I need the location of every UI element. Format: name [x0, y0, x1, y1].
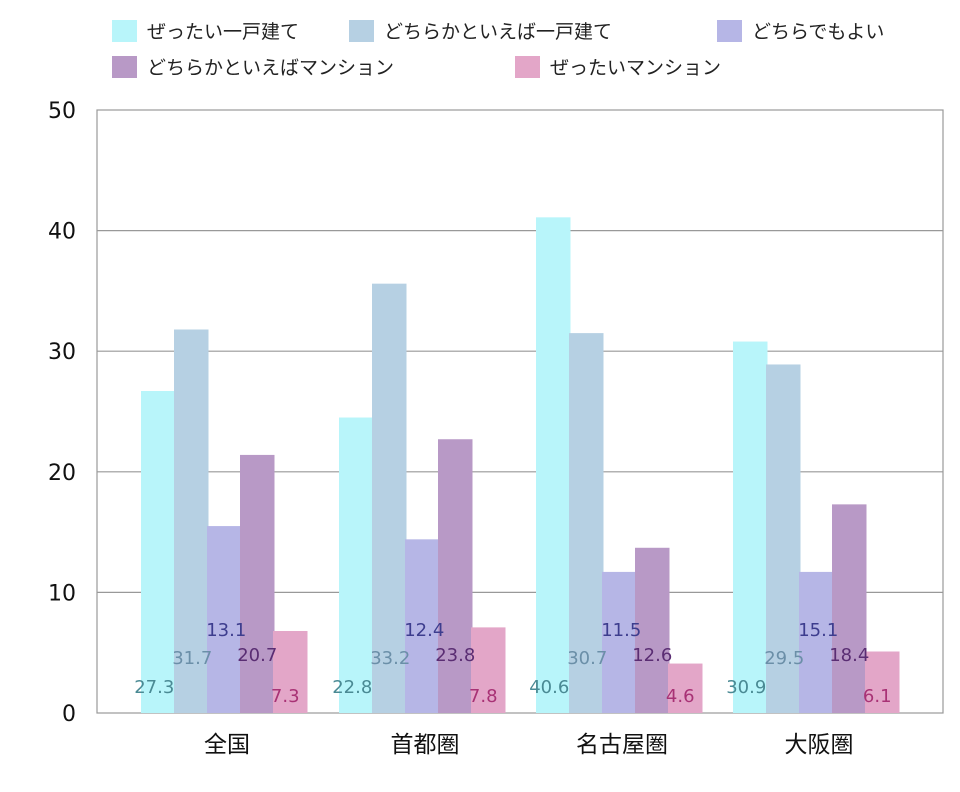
- legend-label: どちらかといえばマンション: [147, 57, 394, 79]
- legend-swatch: [515, 56, 540, 78]
- data-label: 27.3: [134, 677, 174, 698]
- bar: [536, 217, 571, 714]
- data-label: 7.8: [469, 686, 498, 707]
- data-labels: 27.3 31.7 13.1 20.7 7.3 22.8 33.2 12.4 23.8 7.8 40…: [134, 620, 891, 707]
- legend-label: ぜったい一戸建て: [147, 21, 299, 43]
- data-label: 22.8: [332, 677, 372, 698]
- data-label: 40.6: [529, 677, 569, 698]
- bar: [668, 663, 703, 713]
- bar: [273, 630, 308, 713]
- x-category-label: 大阪圏: [785, 732, 854, 758]
- bar: [635, 547, 670, 713]
- y-tick-label: 20: [48, 461, 76, 486]
- y-tick-label: 0: [62, 702, 76, 727]
- data-label: 23.8: [435, 645, 475, 666]
- data-label: 29.5: [764, 648, 804, 669]
- legend-label: どちらかといえば一戸建て: [384, 21, 612, 43]
- legend-swatch: [349, 20, 374, 42]
- data-label: 4.6: [666, 686, 695, 707]
- x-axis-categories: 全国 首都圏 名古屋圏 大阪圏: [204, 732, 854, 758]
- bar: [174, 329, 209, 713]
- bar: [405, 539, 440, 713]
- x-category-label: 全国: [204, 732, 250, 758]
- bar: [799, 571, 834, 713]
- bar: [733, 341, 768, 713]
- data-label: 12.6: [632, 645, 672, 666]
- bar: [569, 333, 604, 713]
- data-label: 31.7: [172, 648, 212, 669]
- bar: [339, 417, 374, 713]
- data-label: 30.9: [726, 677, 766, 698]
- data-label: 13.1: [206, 620, 246, 641]
- data-label: 15.1: [798, 620, 838, 641]
- bar: [240, 454, 275, 713]
- bar: [471, 627, 506, 713]
- bars: [141, 217, 900, 714]
- data-label: 33.2: [370, 648, 410, 669]
- data-label: 18.4: [829, 645, 869, 666]
- bar: [602, 571, 637, 713]
- data-label: 7.3: [271, 686, 300, 707]
- data-label: 12.4: [404, 620, 444, 641]
- data-label: 30.7: [567, 648, 607, 669]
- y-tick-label: 10: [48, 581, 76, 606]
- data-label: 6.1: [863, 686, 892, 707]
- x-category-label: 名古屋圏: [576, 732, 668, 758]
- y-tick-label: 40: [48, 220, 76, 245]
- y-axis-ticks: 0 10 20 30 40 50: [48, 99, 76, 727]
- legend-swatch: [717, 20, 742, 42]
- bar: [372, 283, 407, 713]
- data-label: 11.5: [601, 620, 641, 641]
- legend-label: ぜったいマンション: [550, 57, 721, 79]
- x-category-label: 首都圏: [391, 732, 460, 758]
- bar: [865, 651, 900, 713]
- y-tick-label: 30: [48, 340, 76, 365]
- bar: [438, 439, 473, 713]
- legend-swatch: [112, 20, 137, 42]
- bar: [766, 364, 801, 713]
- bar: [141, 390, 176, 713]
- bar: [207, 526, 242, 713]
- legend-swatch: [112, 56, 137, 78]
- bar: [832, 504, 867, 713]
- legend-label: どちらでもよい: [752, 21, 884, 43]
- data-label: 20.7: [237, 645, 277, 666]
- legend: ぜったい一戸建て どちらかといえば一戸建て どちらでもよいどちらかといえばマンション…: [112, 20, 884, 79]
- plot-frame: [96, 109, 944, 714]
- y-tick-label: 50: [48, 99, 76, 124]
